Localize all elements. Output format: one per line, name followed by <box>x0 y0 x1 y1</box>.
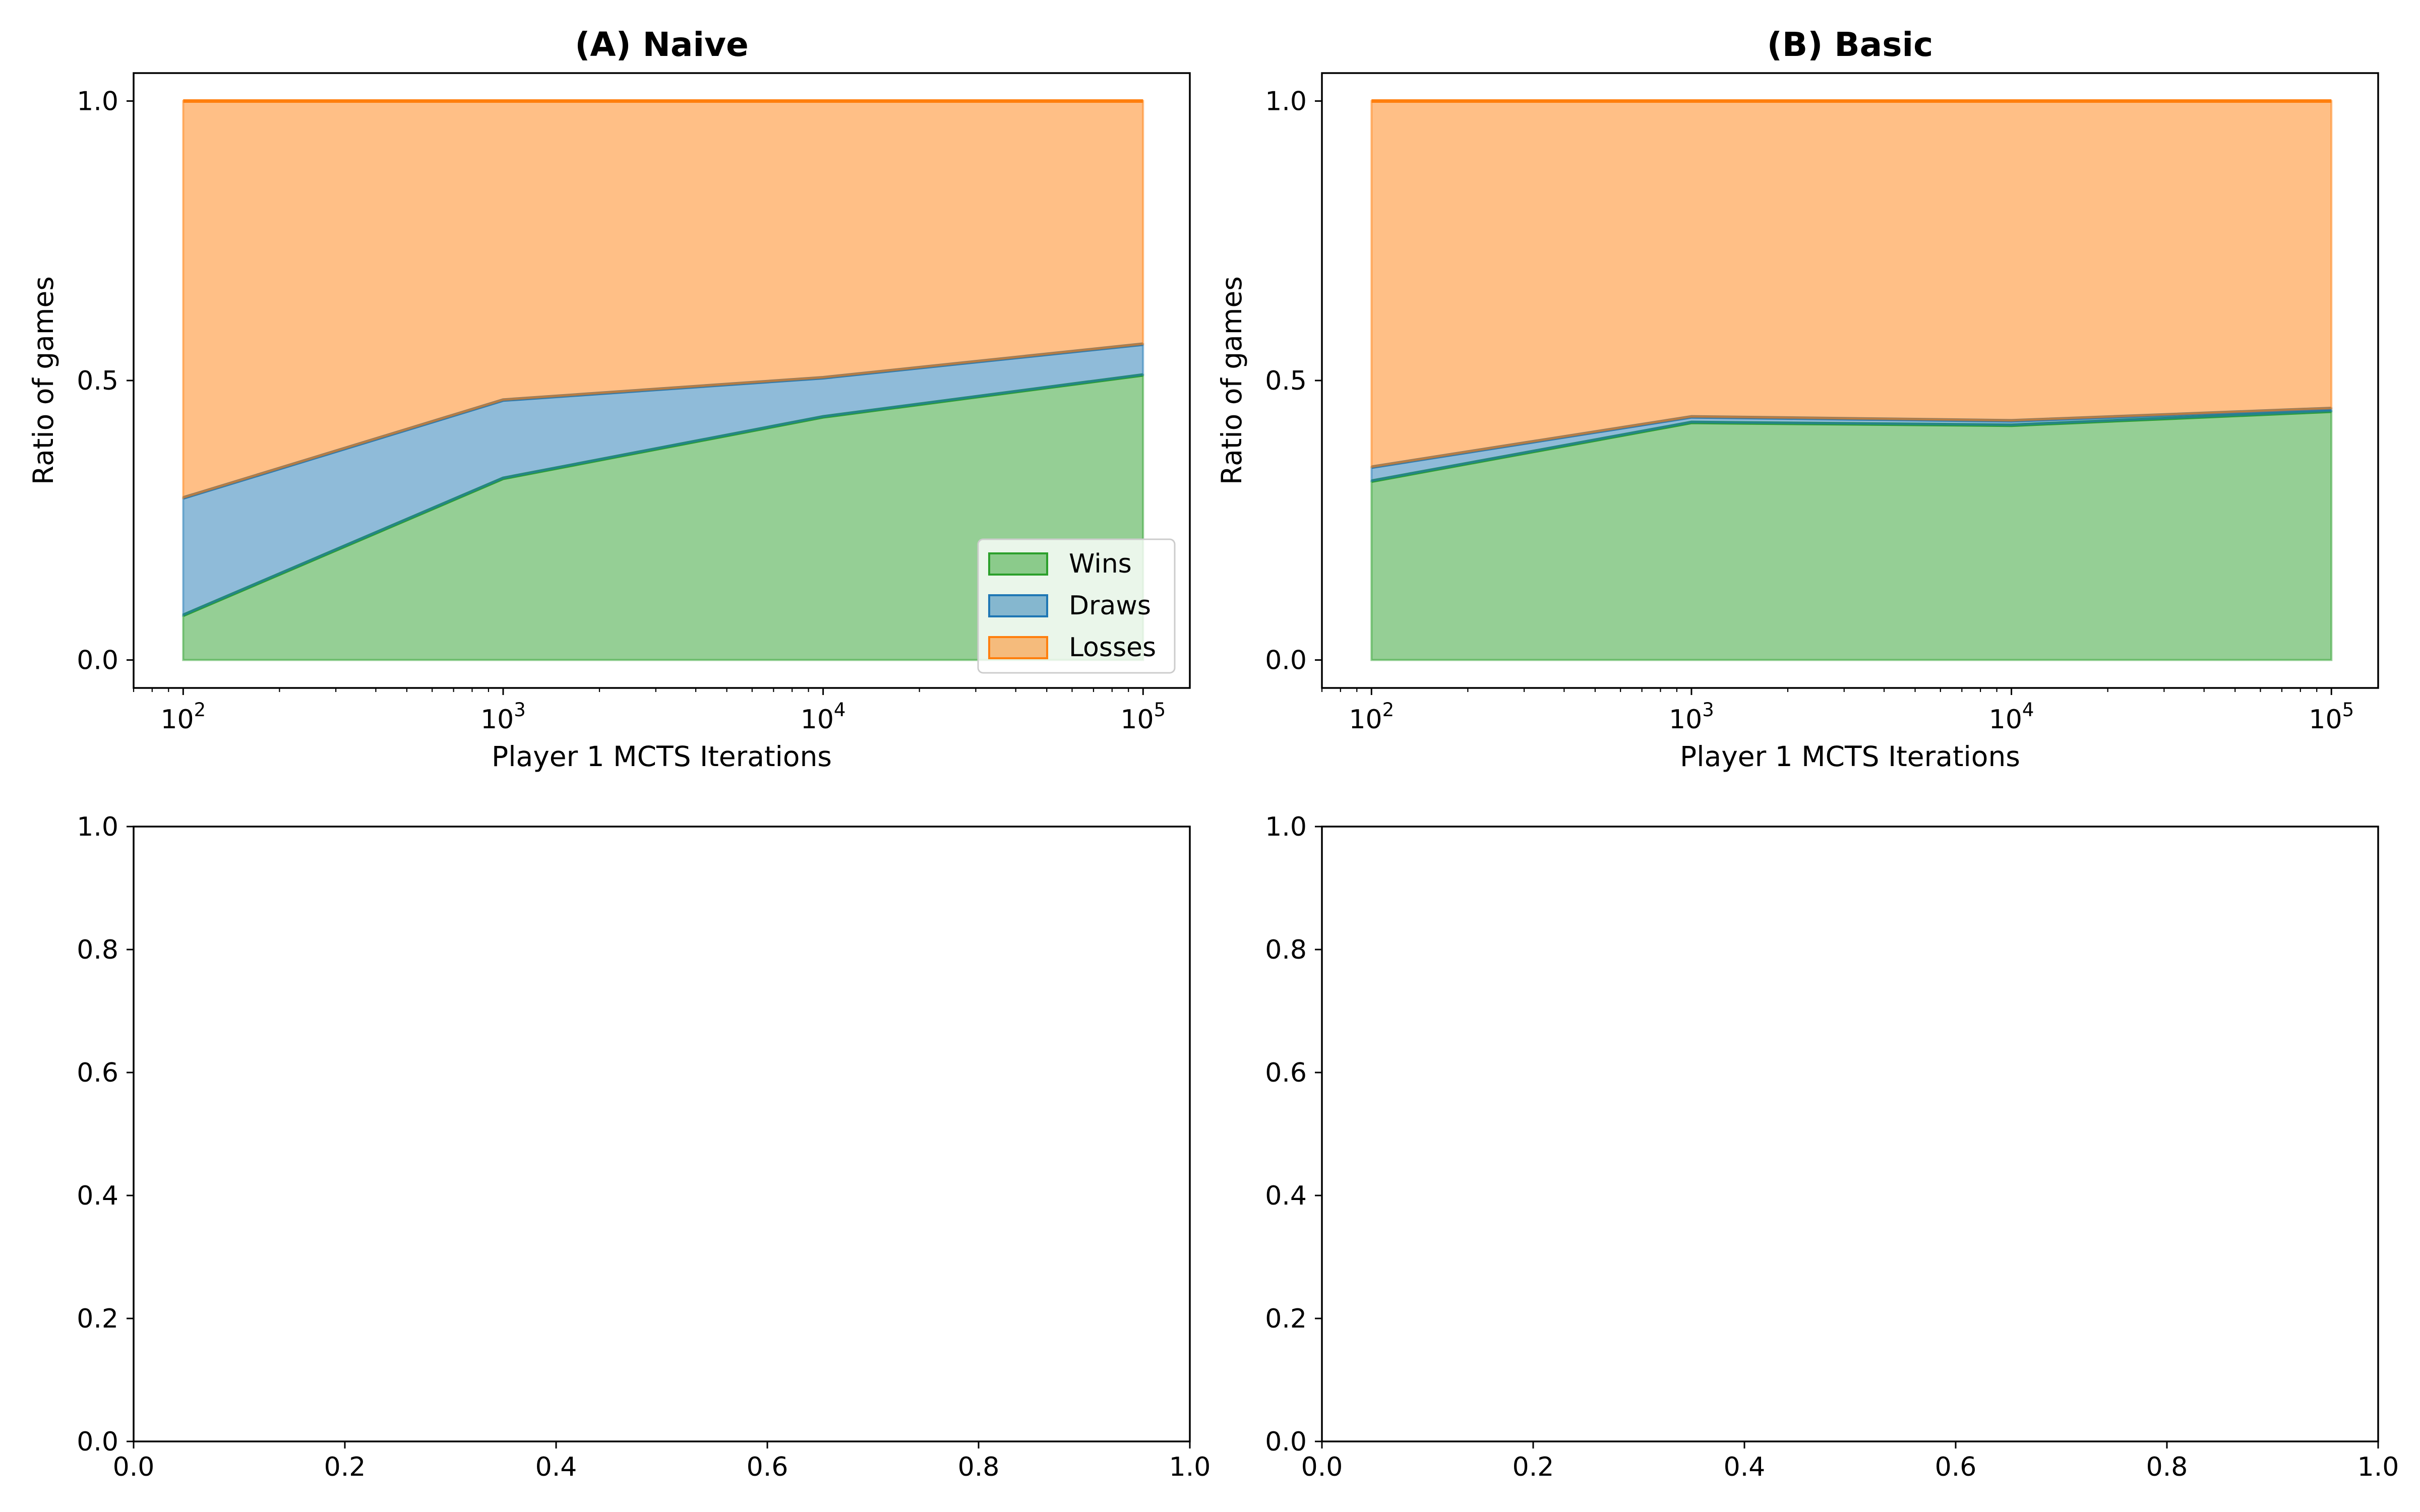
y-tick-label: 0.5 <box>77 366 118 396</box>
x-tick-label: 1.0 <box>1169 1452 1211 1482</box>
x-tick-label: 104 <box>801 699 846 735</box>
x-tick-exponent: 5 <box>2342 699 2354 721</box>
x-tick-label: 105 <box>1120 699 1166 735</box>
x-tick-label: 102 <box>160 699 206 735</box>
y-tick-label: 0.6 <box>1265 1058 1307 1088</box>
panel-4: 0.0 0.2 0.4 0.6 0.8 1.0 0.0 0.2 0.4 0.6 0.8 1.0 <box>1265 812 2399 1482</box>
x-tick-label: 0.2 <box>324 1452 366 1482</box>
chart-title: (B) Basic <box>1767 25 1933 64</box>
y-axis-label: Ratio of games <box>27 276 59 485</box>
x-tick-label: 0.4 <box>535 1452 577 1482</box>
x-tick-exponent: 3 <box>514 699 526 721</box>
axes-frame <box>133 826 1191 1442</box>
y-tick-label: 0.8 <box>1265 935 1307 965</box>
x-tick-base: 10 <box>1349 705 1382 735</box>
x-tick-label: 103 <box>1669 699 1714 735</box>
y-tick-label: 0.0 <box>77 646 118 676</box>
x-axis-label: Player 1 MCTS Iterations <box>1680 740 2020 773</box>
x-tick-label: 105 <box>2309 699 2354 735</box>
y-tick-label: 0.0 <box>1265 1427 1307 1457</box>
x-tick-exponent: 5 <box>1154 699 1166 721</box>
y-tick-label: 0.6 <box>77 1058 118 1088</box>
y-axis-label: Ratio of games <box>1216 276 1248 485</box>
x-tick-base: 10 <box>1989 705 2022 735</box>
x-tick-base: 10 <box>1669 705 1702 735</box>
x-tick-base: 10 <box>1120 705 1154 735</box>
x-tick-label: 0.6 <box>747 1452 789 1482</box>
x-tick-label: 103 <box>480 699 526 735</box>
x-tick-label: 0.2 <box>1512 1452 1554 1482</box>
y-tick-label: 1.0 <box>77 86 118 116</box>
chart-title: (A) Naive <box>575 25 749 64</box>
y-tick-label: 0.4 <box>77 1181 118 1211</box>
x-tick-exponent: 2 <box>194 699 206 721</box>
x-tick-label: 0.0 <box>113 1452 155 1482</box>
legend-swatch-losses <box>988 636 1048 659</box>
axes-frame <box>1321 826 2379 1442</box>
y-tick-label: 0.4 <box>1265 1181 1307 1211</box>
legend-swatch-draws <box>988 594 1048 617</box>
x-tick-label: 0.6 <box>1935 1452 1977 1482</box>
y-tick-label: 1.0 <box>1265 812 1307 842</box>
y-tick-label: 0.2 <box>77 1304 118 1334</box>
y-tick-label: 0.2 <box>1265 1304 1307 1334</box>
x-tick-label: 0.8 <box>958 1452 1000 1482</box>
legend-label-losses: Losses <box>1069 633 1156 663</box>
x-tick-exponent: 3 <box>1702 699 1714 721</box>
legend-label-wins: Wins <box>1069 549 1132 579</box>
y-tick-label: 0.8 <box>77 935 118 965</box>
x-tick-base: 10 <box>2309 705 2342 735</box>
x-tick-base: 10 <box>801 705 834 735</box>
x-tick-label: 0.4 <box>1724 1452 1766 1482</box>
x-tick-exponent: 4 <box>2022 699 2034 721</box>
x-tick-exponent: 2 <box>1382 699 1395 721</box>
y-tick-label: 0.0 <box>77 1427 118 1457</box>
x-tick-label: 104 <box>1989 699 2034 735</box>
legend-label-draws: Draws <box>1069 591 1151 621</box>
y-tick-label: 1.0 <box>77 812 118 842</box>
y-tick-label: 1.0 <box>1265 86 1307 116</box>
y-tick-label: 0.5 <box>1265 366 1307 396</box>
y-tick-label: 0.0 <box>1265 646 1307 676</box>
x-tick-exponent: 4 <box>834 699 846 721</box>
legend: Wins Draws Losses <box>977 538 1176 674</box>
x-tick-base: 10 <box>160 705 194 735</box>
legend-swatch-wins <box>988 552 1048 576</box>
panel-3: 0.0 0.2 0.4 0.6 0.8 1.0 0.0 0.2 0.4 0.6 0.8 1.0 <box>77 812 1211 1482</box>
x-tick-label: 1.0 <box>2357 1452 2399 1482</box>
x-axis-label: Player 1 MCTS Iterations <box>492 740 832 773</box>
x-tick-label: 0.0 <box>1301 1452 1343 1482</box>
x-tick-label: 0.8 <box>2146 1452 2188 1482</box>
x-tick-base: 10 <box>480 705 514 735</box>
x-tick-label: 102 <box>1349 699 1394 735</box>
area-losses <box>1370 100 2333 469</box>
